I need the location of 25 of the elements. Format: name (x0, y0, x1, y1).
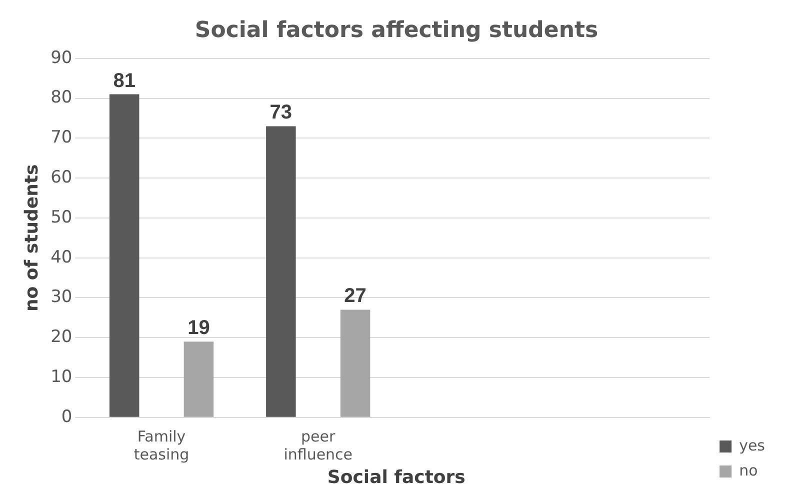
legend-label: no (739, 461, 758, 480)
bar (266, 126, 296, 417)
y-tick-label: 90 (50, 48, 72, 68)
data-label: 73 (270, 102, 292, 124)
legend-label: yes (739, 436, 766, 454)
y-tick-label: 0 (61, 406, 72, 427)
y-tick-label: 50 (50, 207, 72, 228)
y-axis-title: no of students (21, 164, 42, 312)
x-tick-label: Family teasing (134, 427, 190, 464)
y-tick-label: 30 (50, 287, 72, 308)
y-tick-label: 10 (50, 366, 72, 387)
y-tick-label: 20 (50, 327, 72, 348)
y-tick-label: 60 (50, 167, 72, 188)
data-label: 27 (344, 285, 366, 308)
bar (340, 310, 370, 417)
bar (184, 342, 214, 417)
y-tick-label: 80 (50, 88, 72, 108)
x-tick-label: peer influence (284, 427, 353, 464)
data-label: 81 (113, 70, 136, 92)
x-axis-title: Social factors (327, 466, 466, 488)
y-tick-label: 40 (50, 247, 72, 268)
y-tick-label: 70 (50, 128, 72, 148)
bar (109, 94, 140, 417)
data-label: 19 (188, 317, 210, 340)
chart-title: Social factors affecting students (194, 18, 598, 43)
